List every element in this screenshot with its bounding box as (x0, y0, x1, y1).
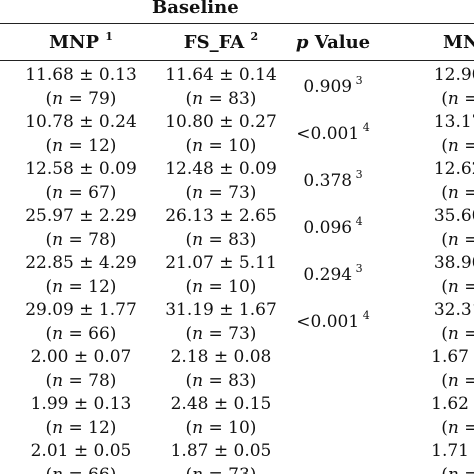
cell-fs-row-2: 10.80 ± 0.27 (165, 112, 277, 132)
header-p-italic: p (295, 32, 309, 53)
cell-mnp-row-7: (n = 78) (45, 229, 117, 250)
cell-mnp-row-15: (n = 12) (45, 417, 117, 438)
p-value-number: 0.909 (303, 76, 353, 97)
cell-fs-row-14: 2.48 ± 0.15 (170, 394, 272, 414)
cell-mnp2-row-11: (n = 6 (441, 323, 474, 344)
cell-mnp2-row-10: 32.31 ± (433, 300, 474, 320)
p-value-number: 0.378 (303, 170, 353, 191)
cell-mnp-row-13: (n = 78) (45, 370, 117, 391)
header-mnp: MNP 1 (0, 30, 170, 53)
p-value-footnote: 4 (359, 120, 370, 134)
header-fs-fa-footnote: 2 (250, 30, 259, 43)
header-mnp-label: MNP (49, 32, 99, 53)
cell-mnp-row-11: (n = 66) (45, 323, 117, 344)
cell-mnp-row-10: 29.09 ± 1.77 (25, 300, 137, 320)
cell-mnp2-row-15: (n = 1 (441, 417, 474, 438)
group-title-text: Baseline (152, 0, 239, 18)
cell-fs-row-16: 1.87 ± 0.05 (170, 441, 272, 461)
cell-fs-row-15: (n = 10) (185, 417, 257, 438)
cell-fs-row-9: (n = 10) (185, 276, 257, 297)
p-value-footnote: 3 (352, 167, 363, 181)
p-value-number: 0.294 (303, 264, 353, 285)
p-value-1: <0.001 4 (268, 120, 398, 144)
header-fs-fa: FS_FA 2 (132, 30, 310, 53)
p-value-4: 0.294 3 (268, 261, 398, 285)
header-fs-fa-label: FS_FA (183, 32, 245, 53)
header-p-rest: Value (308, 32, 371, 53)
p-value-footnote: 3 (352, 261, 363, 275)
cell-fs-row-5: (n = 73) (185, 182, 257, 203)
cell-mnp-row-9: (n = 12) (45, 276, 117, 297)
cell-fs-row-11: (n = 73) (185, 323, 257, 344)
cell-mnp2-row-5: (n = 6 (441, 182, 474, 203)
p-value-footnote: 4 (359, 308, 370, 322)
cell-mnp2-row-12: 1.67 ± 0 (431, 347, 474, 367)
cell-mnp-row-6: 25.97 ± 2.29 (25, 206, 137, 226)
cell-mnp2-row-16: 1.71 ± 0 (431, 441, 474, 461)
cell-mnp-row-0: 11.68 ± 0.13 (25, 65, 137, 85)
cell-mnp-row-1: (n = 79) (45, 88, 117, 109)
cell-mnp-row-2: 10.78 ± 0.24 (25, 112, 137, 132)
cell-mnp-row-17: (n = 66) (0, 464, 170, 474)
header-mnp-second: MNP (398, 32, 474, 53)
p-value-number: <0.001 (296, 123, 360, 144)
group-rule (0, 23, 474, 24)
cell-mnp2-row-8: 38.90 ± (433, 253, 474, 273)
cell-mnp2-row-0: 12.90 ± (433, 65, 474, 85)
cell-fs-row-10: 31.19 ± 1.67 (165, 300, 277, 320)
cell-mnp-row-3: (n = 12) (45, 135, 117, 156)
p-value-3: 0.096 4 (268, 214, 398, 238)
cell-mnp2-row-6: 35.60 ± (433, 206, 474, 226)
cell-fs-row-17: (n = 73) (132, 464, 310, 474)
header-p-value: p Value (268, 32, 398, 53)
cell-mnp-row-12: 2.00 ± 0.07 (30, 347, 132, 367)
cell-mnp2-row-1: (n = 7 (441, 88, 474, 109)
cell-mnp2-row-3: (n = 1 (441, 135, 474, 156)
p-value-footnote: 4 (352, 214, 363, 228)
cell-mnp2-row-17: (n = 6 (398, 464, 474, 474)
p-value-5: <0.001 4 (268, 308, 398, 332)
cell-fs-row-1: (n = 83) (185, 88, 257, 109)
cell-fs-row-4: 12.48 ± 0.09 (165, 159, 277, 179)
header-mnp-second-label: MNP (443, 32, 474, 53)
cell-mnp2-row-4: 12.62 ± (433, 159, 474, 179)
p-value-0: 0.909 3 (268, 73, 398, 97)
p-value-number: <0.001 (296, 311, 360, 332)
cell-fs-row-7: (n = 83) (185, 229, 257, 250)
p-value-2: 0.378 3 (268, 167, 398, 191)
cell-mnp-row-4: 12.58 ± 0.09 (25, 159, 137, 179)
cell-mnp-row-16: 2.01 ± 0.05 (30, 441, 132, 461)
cell-mnp2-row-2: 13.17 ± (433, 112, 474, 132)
cell-fs-row-12: 2.18 ± 0.08 (170, 347, 272, 367)
cell-fs-row-3: (n = 10) (185, 135, 257, 156)
cell-fs-row-8: 21.07 ± 5.11 (165, 253, 277, 273)
cell-fs-row-0: 11.64 ± 0.14 (165, 65, 277, 85)
cell-fs-row-6: 26.13 ± 2.65 (165, 206, 277, 226)
p-value-footnote: 3 (352, 73, 363, 87)
cell-mnp2-row-13: (n = 7 (441, 370, 474, 391)
cell-mnp2-row-9: (n = 1 (441, 276, 474, 297)
cell-mnp-row-5: (n = 67) (45, 182, 117, 203)
header-rule (0, 60, 474, 61)
header-mnp-footnote: 1 (105, 30, 113, 43)
p-value-number: 0.096 (303, 217, 353, 238)
cell-mnp2-row-7: (n = 7 (441, 229, 474, 250)
cell-mnp-row-14: 1.99 ± 0.13 (30, 394, 132, 414)
cell-fs-row-13: (n = 83) (185, 370, 257, 391)
cell-mnp2-row-14: 1.62 ± 0 (431, 394, 474, 414)
cell-mnp-row-8: 22.85 ± 4.29 (25, 253, 137, 273)
